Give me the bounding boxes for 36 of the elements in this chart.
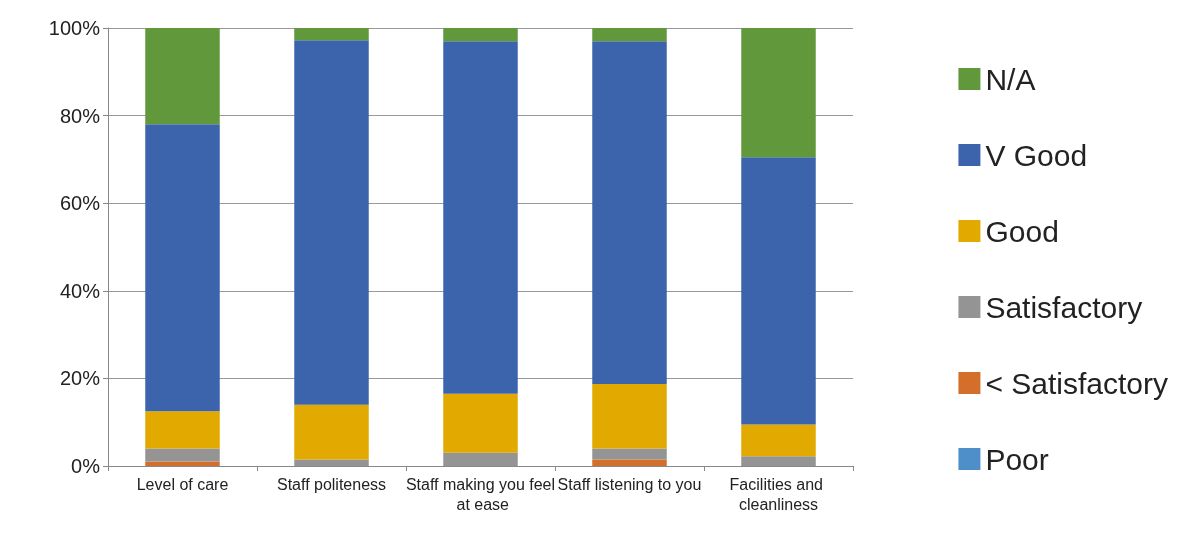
bar — [443, 28, 518, 42]
bar — [443, 393, 518, 453]
legend-label: V Good — [985, 138, 1088, 172]
bar — [741, 28, 816, 158]
y-tick-label: 60% — [59, 192, 101, 215]
y-tick-label: 40% — [59, 279, 101, 302]
bar — [294, 28, 369, 41]
bar — [741, 157, 816, 425]
bar — [294, 404, 369, 460]
bar — [741, 424, 816, 457]
bar — [145, 411, 220, 449]
x-tick-label: Level of care — [136, 475, 229, 493]
bar — [592, 41, 667, 385]
bar — [145, 124, 220, 412]
y-tick-label: 0% — [71, 455, 101, 477]
legend-label: Poor — [985, 442, 1049, 476]
x-tick-label: Staff listening to you — [557, 475, 702, 493]
y-tick-label: 100% — [48, 17, 101, 39]
x-tick-label: Staff politeness — [276, 475, 387, 493]
bar — [145, 461, 220, 466]
legend-label: < Satisfactory — [985, 366, 1168, 400]
bar — [592, 459, 667, 466]
bar — [592, 28, 667, 42]
y-tick-label: 80% — [59, 104, 101, 127]
bar — [145, 448, 220, 462]
y-tick-label: 20% — [59, 367, 101, 390]
bar — [592, 448, 667, 460]
legend-label: N/A — [985, 62, 1036, 96]
x-tick-label: Staff making you feel at ease — [405, 475, 556, 513]
bar — [145, 28, 220, 125]
x-tick-label: Facilities and cleanliness — [729, 475, 828, 513]
legend-label: Satisfactory — [985, 290, 1143, 324]
bar — [443, 41, 518, 394]
legend-label: Good — [985, 214, 1059, 248]
bar — [592, 384, 667, 449]
bar — [294, 40, 369, 405]
